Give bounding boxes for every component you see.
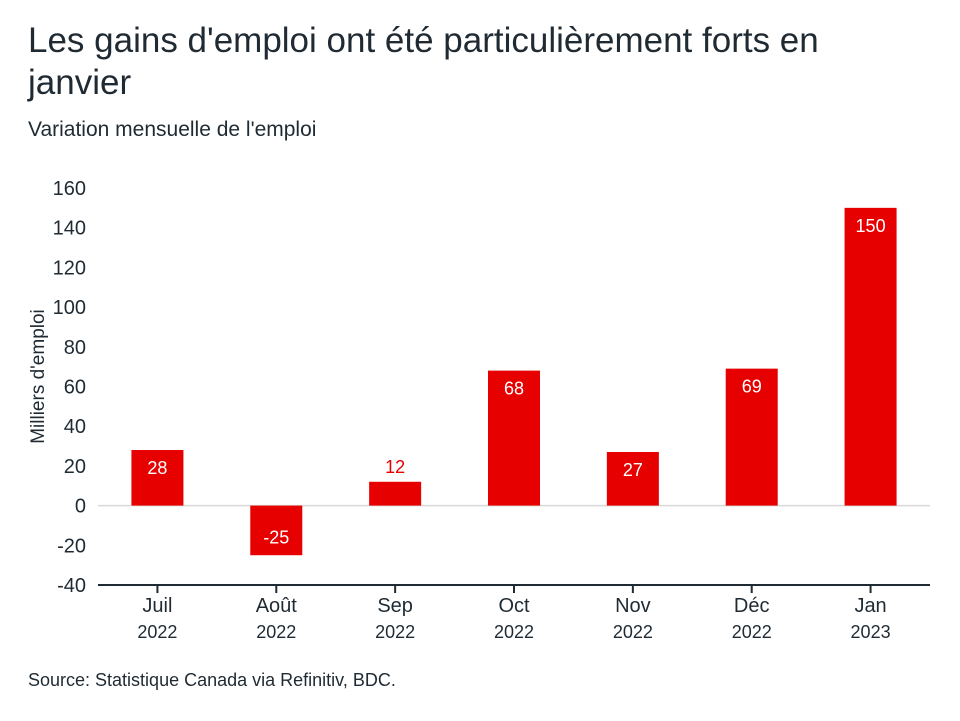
x-axis-ticks: Juil 2022 Août 2022 Sep 2022 Oct 2022 Nov 2022 Déc… — [137, 585, 891, 642]
y-tick-label: 100 — [53, 297, 86, 319]
x-tick-label-year: 2022 — [375, 622, 415, 642]
bar-data-label: -25 — [263, 528, 289, 548]
chart-subtitle: Variation mensuelle de l'emploi — [28, 118, 317, 141]
bar-data-label: 69 — [742, 377, 762, 397]
x-tick-label-year: 2023 — [851, 622, 891, 642]
bar-data-label: 27 — [623, 460, 643, 480]
bar — [250, 505, 303, 556]
x-tick-label-month: Jan — [854, 595, 886, 617]
x-tick-label-year: 2022 — [613, 622, 653, 642]
bar-data-label: 12 — [385, 457, 405, 477]
chart-title: Les gains d'emploi ont été particulièrem… — [28, 21, 819, 102]
bar — [844, 207, 897, 506]
y-tick-label: 40 — [64, 416, 86, 438]
x-tick-label-month: Déc — [734, 595, 770, 617]
bar-data-label: 28 — [147, 458, 167, 478]
bar — [131, 450, 184, 506]
x-tick-label-year: 2022 — [494, 622, 534, 642]
bar-chart: -40 -20 0 20 40 60 80 100 120 140 160 28 -25 12 68 27 6… — [28, 178, 930, 642]
y-tick-label: 0 — [75, 496, 86, 518]
y-tick-label: 160 — [53, 178, 86, 200]
x-tick-label-year: 2022 — [732, 622, 772, 642]
y-tick-label: -40 — [57, 575, 86, 597]
y-tick-label: 140 — [53, 218, 86, 240]
x-tick-label-month: Oct — [498, 595, 530, 617]
bar-data-label: 150 — [856, 216, 886, 236]
x-tick-label-year: 2022 — [137, 622, 177, 642]
x-tick-label-month: Juil — [142, 595, 172, 617]
bar-data-label: 68 — [504, 379, 524, 399]
source-note: Source: Statistique Canada via Refinitiv… — [28, 670, 396, 690]
y-tick-label: 120 — [53, 257, 86, 279]
x-tick-label-month: Août — [256, 595, 298, 617]
y-tick-label: 20 — [64, 456, 86, 478]
bar — [725, 368, 778, 506]
bar — [488, 370, 540, 506]
y-axis-label: Milliers d'emploi — [28, 309, 49, 444]
bars — [131, 207, 897, 556]
y-axis-ticks: -40 -20 0 20 40 60 80 100 120 140 160 — [53, 178, 86, 597]
x-tick-label-month: Nov — [615, 595, 651, 617]
x-tick-label-month: Sep — [377, 595, 413, 617]
x-tick-label-year: 2022 — [256, 622, 296, 642]
y-tick-label: 60 — [64, 377, 86, 399]
y-tick-label: -20 — [57, 535, 86, 557]
y-tick-label: 80 — [64, 337, 86, 359]
bar — [606, 452, 659, 506]
bar — [369, 481, 422, 506]
bar-data-labels: 28 -25 12 68 27 69 150 — [147, 216, 885, 548]
